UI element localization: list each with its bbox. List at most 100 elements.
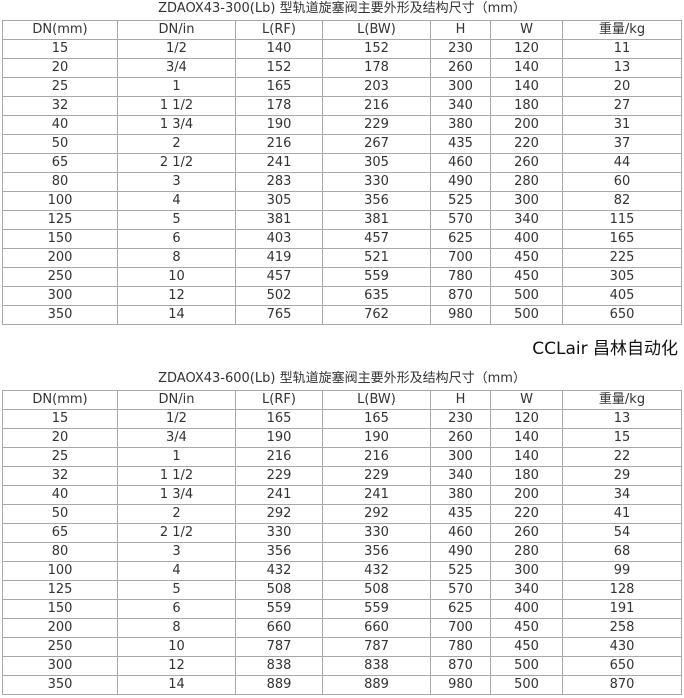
table-cell: 203 <box>322 77 431 97</box>
table-cell: 250 <box>2 267 118 287</box>
table-cell: 340 <box>430 466 491 486</box>
table-cell: 765 <box>235 305 323 325</box>
table-row: 150 6 403 457 625 400 165 <box>2 229 682 249</box>
table-cell: 11 <box>562 39 682 59</box>
table-cell: 216 <box>235 447 323 467</box>
table-row: 25 1 165 203 300 140 20 <box>2 77 682 97</box>
table-cell: 15 <box>2 39 118 59</box>
table-cell: 40 <box>2 485 118 505</box>
table-cell: 432 <box>235 561 323 581</box>
table-cell: 435 <box>430 134 491 154</box>
watermark: CCLair 昌林自动化 <box>532 339 678 359</box>
table-cell: 356 <box>235 542 323 562</box>
table-cell: 380 <box>430 485 491 505</box>
column-header: DN/in <box>117 20 236 40</box>
table-cell: 250 <box>2 637 118 657</box>
table-cell: 500 <box>490 305 563 325</box>
table-cell: 229 <box>322 115 431 135</box>
table-cell: 460 <box>430 523 491 543</box>
table-cell: 292 <box>235 504 323 524</box>
header-row: DN(mm) DN/in L(RF) L(BW) H W 重量/kg <box>2 20 682 40</box>
table-cell: 838 <box>235 656 323 676</box>
table-cell: 3/4 <box>117 58 236 78</box>
dimensions-table-300lb: DN(mm) DN/in L(RF) L(BW) H W 重量/kg 15 1/2 140 152 2… <box>2 20 682 325</box>
table-cell: 889 <box>322 675 431 695</box>
table-cell: 220 <box>490 504 563 524</box>
column-header: W <box>490 390 563 410</box>
table-cell: 559 <box>322 267 431 287</box>
table-cell: 400 <box>490 599 563 619</box>
table-cell: 180 <box>490 466 563 486</box>
table-cell: 178 <box>235 96 323 116</box>
table-cell: 260 <box>430 58 491 78</box>
table-cell: 34 <box>562 485 682 505</box>
table-row: 32 1 1/2 178 216 340 180 27 <box>2 96 682 116</box>
table-cell: 230 <box>430 39 491 59</box>
table-cell: 5 <box>117 580 236 600</box>
table-cell: 40 <box>2 115 118 135</box>
table-cell: 20 <box>2 58 118 78</box>
table-cell: 6 <box>117 229 236 249</box>
table-cell: 150 <box>2 229 118 249</box>
table-cell: 559 <box>322 599 431 619</box>
table-row: 200 8 660 660 700 450 258 <box>2 618 682 638</box>
table-row: 15 1/2 140 152 230 120 11 <box>2 39 682 59</box>
table-row: 150 6 559 559 625 400 191 <box>2 599 682 619</box>
column-header: 重量/kg <box>562 390 682 410</box>
table-cell: 190 <box>235 428 323 448</box>
column-header: H <box>430 390 491 410</box>
table-cell: 283 <box>235 172 323 192</box>
table-cell: 350 <box>2 305 118 325</box>
table-row: 350 14 765 762 980 500 650 <box>2 305 682 325</box>
table-cell: 780 <box>430 267 491 287</box>
table-cell: 152 <box>322 39 431 59</box>
table-row: 100 4 305 356 525 300 82 <box>2 191 682 211</box>
table-cell: 150 <box>2 599 118 619</box>
table-cell: 350 <box>2 675 118 695</box>
table-row: 65 2 1/2 241 305 460 260 44 <box>2 153 682 173</box>
table-cell: 300 <box>430 447 491 467</box>
table-cell: 241 <box>235 485 323 505</box>
table-cell: 1 1/2 <box>117 466 236 486</box>
table-cell: 241 <box>235 153 323 173</box>
table-cell: 10 <box>117 637 236 657</box>
table-cell: 120 <box>490 409 563 429</box>
table-cell: 300 <box>2 286 118 306</box>
table-cell: 230 <box>430 409 491 429</box>
table-cell: 280 <box>490 172 563 192</box>
table-cell: 4 <box>117 191 236 211</box>
table-cell: 191 <box>562 599 682 619</box>
table-cell: 400 <box>490 229 563 249</box>
table-cell: 380 <box>430 115 491 135</box>
table-cell: 32 <box>2 466 118 486</box>
table-cell: 340 <box>490 580 563 600</box>
table-cell: 165 <box>322 409 431 429</box>
table-cell: 980 <box>430 675 491 695</box>
table-cell: 381 <box>235 210 323 230</box>
table-cell: 80 <box>2 172 118 192</box>
column-header: L(RF) <box>235 390 323 410</box>
table-cell: 340 <box>430 96 491 116</box>
table-cell: 330 <box>235 523 323 543</box>
table-cell: 381 <box>322 210 431 230</box>
table-cell: 2 <box>117 504 236 524</box>
table-cell: 31 <box>562 115 682 135</box>
table-row: 32 1 1/2 229 229 340 180 29 <box>2 466 682 486</box>
table-cell: 165 <box>235 77 323 97</box>
table-cell: 260 <box>490 153 563 173</box>
table-row: 80 3 356 356 490 280 68 <box>2 542 682 562</box>
column-header: W <box>490 20 563 40</box>
table-cell: 32 <box>2 96 118 116</box>
table-cell: 2 1/2 <box>117 523 236 543</box>
table-cell: 330 <box>322 523 431 543</box>
column-header: DN/in <box>117 390 236 410</box>
table-cell: 44 <box>562 153 682 173</box>
table-cell: 460 <box>430 153 491 173</box>
table-cell: 50 <box>2 504 118 524</box>
table-cell: 660 <box>235 618 323 638</box>
table-cell: 635 <box>322 286 431 306</box>
table-cell: 292 <box>322 504 431 524</box>
table-cell: 3 <box>117 542 236 562</box>
table-cell: 330 <box>322 172 431 192</box>
table-cell: 521 <box>322 248 431 268</box>
